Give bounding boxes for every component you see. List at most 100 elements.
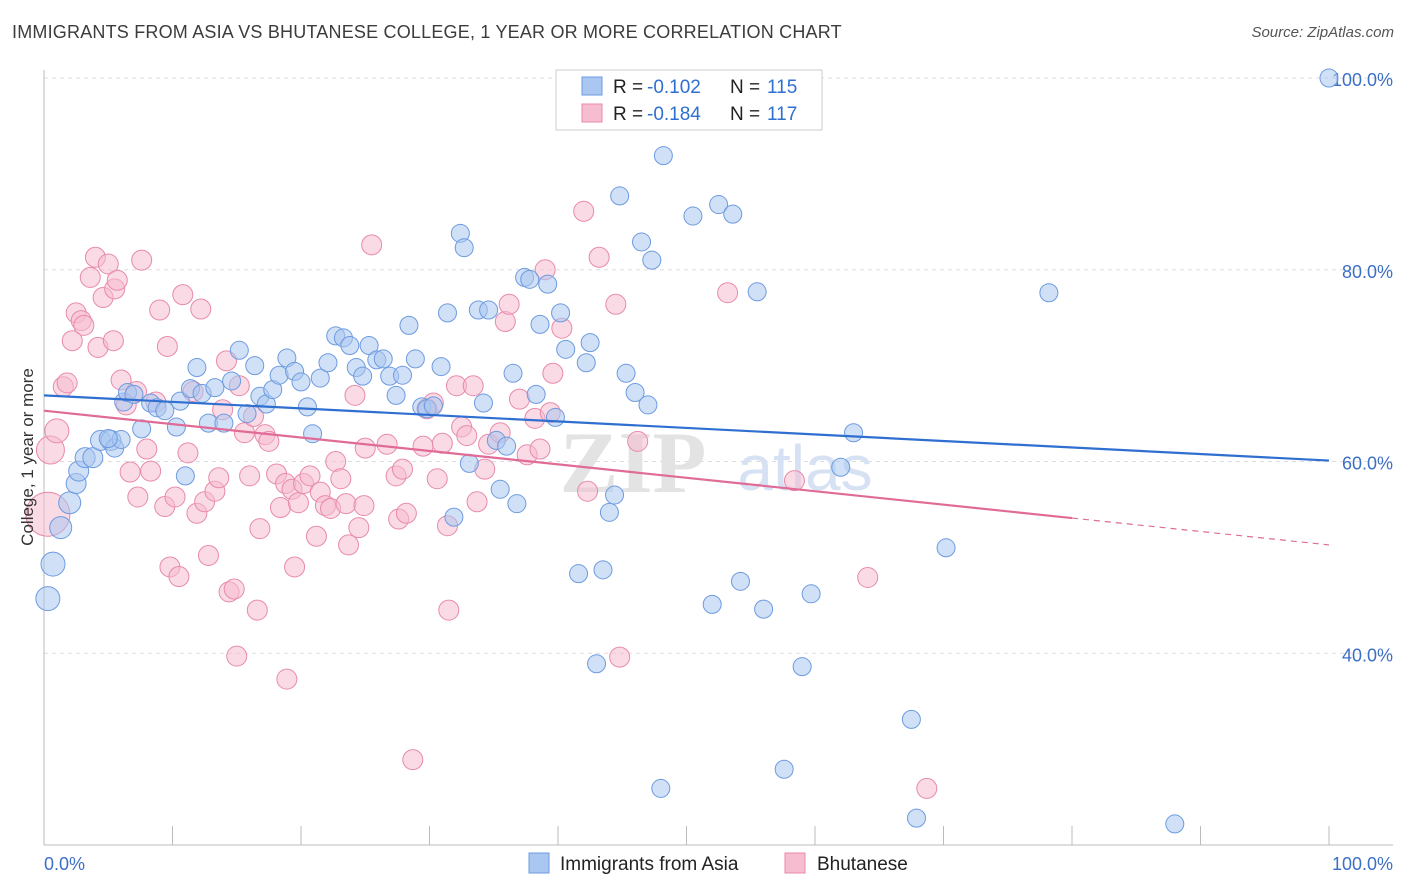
legend-bottom-pink-swatch <box>784 852 806 874</box>
bhutanese-point-51 <box>249 518 271 540</box>
trend-line-bhutanese <box>43 409 1073 520</box>
asia-point-101 <box>747 282 767 302</box>
asia-point-21 <box>175 466 195 486</box>
trend-line-bhutanese-extension <box>1071 517 1330 546</box>
asia-point-113 <box>1319 68 1339 88</box>
asia-point-104 <box>792 657 812 677</box>
bhutanese-point-4 <box>56 372 78 394</box>
asia-point-55 <box>405 349 425 369</box>
bhutanese-point-50 <box>246 599 268 621</box>
asia-point-60 <box>437 303 457 323</box>
bhutanese-point-31 <box>168 566 190 588</box>
asia-point-70 <box>497 436 517 456</box>
asia-point-83 <box>580 333 600 353</box>
bhutanese-point-69 <box>335 493 357 515</box>
asia-point-98 <box>709 195 729 215</box>
asia-point-108 <box>901 709 921 729</box>
asia-point-86 <box>599 502 619 522</box>
asia-point-75 <box>526 384 546 404</box>
asia-point-72 <box>507 494 527 514</box>
watermark-atlas: atlas <box>737 432 872 504</box>
asia-point-102 <box>754 599 774 619</box>
asia-point-87 <box>605 485 625 505</box>
bhutanese-point-91 <box>462 375 484 397</box>
bhutanese-point-90 <box>456 425 478 447</box>
bhutanese-point-28 <box>156 335 178 357</box>
asia-point-91 <box>632 232 652 252</box>
bhutanese-point-2 <box>44 418 70 444</box>
bhutanese-point-107 <box>577 480 599 502</box>
legend-top: R = -0.102 N = 115 R = -0.184 N = 117 <box>555 69 823 131</box>
asia-point-100 <box>730 571 750 591</box>
bhutanese-point-71 <box>344 384 366 406</box>
asia-point-69 <box>490 479 510 499</box>
bhutanese-point-5 <box>61 330 83 352</box>
asia-point-18 <box>155 401 175 421</box>
y-tick-label-80: 80.0% <box>1342 262 1393 282</box>
asia-point-112 <box>1165 814 1185 834</box>
asia-point-88 <box>610 186 630 206</box>
asia-point-0 <box>35 586 61 612</box>
asia-point-1 <box>40 551 66 577</box>
x-ticks <box>43 826 1330 845</box>
asia-point-31 <box>245 356 265 376</box>
bhutanese-point-38 <box>197 544 219 566</box>
asia-point-66 <box>473 393 493 413</box>
bhutanese-point-26 <box>149 299 171 321</box>
bhutanese-point-81 <box>412 435 434 457</box>
axes <box>43 70 1393 846</box>
bhutanese-point-24 <box>140 460 162 482</box>
asia-point-85 <box>593 560 613 580</box>
asia-point-28 <box>222 371 242 391</box>
asia-point-97 <box>702 594 722 614</box>
trend-lines <box>43 394 1330 546</box>
asia-point-81 <box>569 564 589 584</box>
legend-bottom-blue-label: Immigrants from Asia <box>560 854 739 875</box>
asia-point-92 <box>638 395 658 415</box>
asia-point-93 <box>642 250 662 270</box>
asia-point-74 <box>520 269 540 289</box>
asia-point-2 <box>49 516 73 540</box>
bhutanese-point-98 <box>508 388 530 410</box>
bhutanese-point-73 <box>353 495 375 517</box>
bhutanese-point-45 <box>226 645 248 667</box>
asia-point-54 <box>399 315 419 335</box>
bhutanese-point-62 <box>299 465 321 487</box>
bhutanese-point-42 <box>215 350 237 372</box>
bhutanese-point-114 <box>857 567 879 589</box>
trend-line-asia <box>43 394 1330 462</box>
x-tick-label-max: 100.0% <box>1332 854 1393 874</box>
bhutanese-point-19 <box>119 461 141 483</box>
legend-blue-r-label: R = <box>613 77 643 98</box>
asia-point-106 <box>831 457 851 477</box>
bhutanese-point-109 <box>605 293 627 315</box>
bhutanese-point-23 <box>136 438 158 460</box>
y-tick-label-100: 100.0% <box>1332 70 1393 90</box>
bhutanese-point-59 <box>284 556 306 578</box>
asia-point-105 <box>801 584 821 604</box>
y-tick-label-40: 40.0% <box>1342 645 1393 665</box>
asia-point-41 <box>310 368 330 388</box>
legend-pink-n-value: 117 <box>767 104 797 125</box>
legend-blue-swatch <box>581 76 603 96</box>
bhutanese-point-97 <box>498 293 520 315</box>
bhutanese-point-113 <box>783 470 805 492</box>
bhutanese-point-96 <box>494 311 516 333</box>
bhutanese-point-116 <box>354 437 376 459</box>
chart-title: IMMIGRANTS FROM ASIA VS BHUTANESE COLLEG… <box>12 22 842 42</box>
asia-point-80 <box>556 339 576 359</box>
asia-point-110 <box>936 538 956 558</box>
bhutanese-point-87 <box>438 599 460 621</box>
bhutanese-point-108 <box>588 246 610 268</box>
bhutanese-point-80 <box>402 749 424 771</box>
bhutanese-point-22 <box>131 249 153 271</box>
bhutanese-point-63 <box>305 525 327 547</box>
asia-point-3 <box>58 491 82 515</box>
bhutanese-point-32 <box>172 284 194 306</box>
bhutanese-point-9 <box>79 266 101 288</box>
bhutanese-point-101 <box>529 438 551 460</box>
bhutanese-point-75 <box>376 433 398 455</box>
bhutanese-point-13 <box>97 253 119 275</box>
legend-blue-r-value: -0.102 <box>647 77 701 98</box>
legend-pink-r-label: R = <box>613 104 643 125</box>
